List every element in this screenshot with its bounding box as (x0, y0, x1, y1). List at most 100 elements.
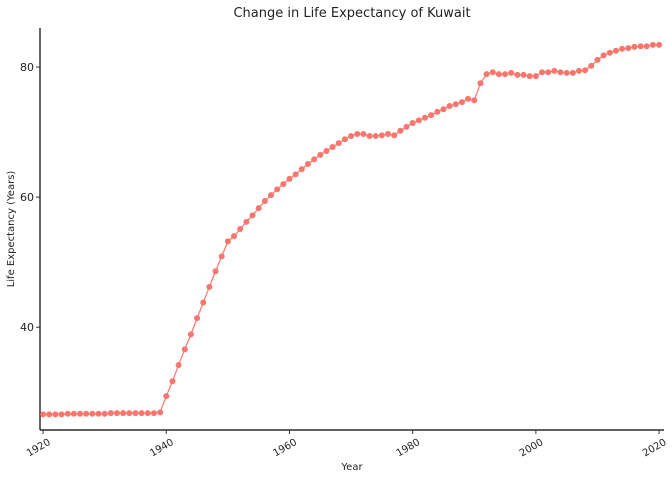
data-point (304, 160, 311, 167)
data-point (267, 192, 274, 199)
data-point (187, 331, 194, 338)
data-point (292, 171, 299, 178)
data-point (489, 69, 496, 76)
data-point (360, 131, 367, 138)
data-point (83, 410, 90, 417)
data-point (452, 101, 459, 108)
data-point (409, 119, 416, 126)
data-point (545, 69, 552, 76)
data-point (551, 67, 558, 74)
data-point (280, 181, 287, 188)
data-point (212, 268, 219, 275)
x-tick-label: 2020 (641, 437, 669, 459)
data-point (113, 410, 120, 417)
data-point (175, 361, 182, 368)
y-axis-label: Life Expectancy (Years) (6, 171, 17, 288)
data-point (163, 393, 170, 400)
data-point (329, 144, 336, 151)
data-point (323, 147, 330, 154)
data-point (600, 52, 607, 59)
data-point (101, 410, 108, 417)
data-point (514, 71, 521, 78)
data-point (631, 43, 638, 50)
data-point (286, 175, 293, 182)
data-point (502, 71, 509, 78)
data-point (132, 410, 139, 417)
data-point (588, 62, 595, 69)
data-point (569, 69, 576, 76)
data-point (194, 315, 201, 322)
data-point (107, 410, 114, 417)
data-point (157, 409, 164, 416)
data-point (46, 411, 53, 418)
data-point (169, 378, 176, 385)
data-point (656, 41, 663, 48)
data-point (298, 166, 305, 173)
data-point (385, 131, 392, 138)
data-point (563, 69, 570, 76)
data-point (255, 205, 262, 212)
data-point (643, 43, 650, 50)
data-point (341, 136, 348, 143)
data-point (64, 410, 71, 417)
x-tick-label: 2000 (518, 437, 546, 459)
data-point (126, 410, 133, 417)
data-point (77, 410, 84, 417)
data-point (144, 410, 151, 417)
data-point (224, 238, 231, 245)
data-point (58, 411, 65, 418)
data-point (415, 117, 422, 124)
data-point (532, 73, 539, 80)
data-point (397, 127, 404, 134)
data-point (95, 410, 102, 417)
data-point (391, 132, 398, 139)
data-point (649, 41, 656, 48)
data-point (520, 71, 527, 78)
data-point (477, 80, 484, 87)
data-point (619, 45, 626, 52)
data-point (200, 299, 207, 306)
data-point (52, 411, 59, 418)
data-point (70, 410, 77, 417)
data-point (440, 106, 447, 113)
data-point (231, 233, 238, 240)
data-point (526, 73, 533, 80)
data-point (237, 226, 244, 232)
data-point (594, 56, 601, 63)
chart-title: Change in Life Expectancy of Kuwait (233, 6, 470, 21)
data-point (446, 103, 453, 110)
data-point (354, 131, 361, 138)
data-point (582, 67, 589, 74)
data-point (372, 132, 379, 139)
data-point (366, 132, 373, 139)
data-point (458, 99, 465, 106)
data-point (434, 108, 441, 115)
data-point (40, 411, 47, 418)
data-point (403, 123, 410, 130)
y-tick-label: 80 (20, 61, 34, 74)
data-point (138, 410, 145, 417)
y-tick-label: 60 (20, 191, 34, 204)
x-tick-label: 1940 (148, 437, 176, 459)
data-point (465, 95, 472, 102)
data-point (249, 212, 256, 219)
data-point (625, 45, 632, 52)
data-point (261, 198, 268, 205)
data-point (120, 410, 127, 417)
data-point (243, 218, 250, 225)
data-point (539, 69, 546, 76)
data-point (218, 253, 225, 260)
y-tick-label: 40 (20, 321, 34, 334)
data-point (637, 43, 644, 50)
data-point (612, 47, 619, 54)
data-point (274, 186, 281, 193)
data-point (606, 49, 613, 56)
data-point (575, 67, 582, 74)
data-point (557, 69, 564, 76)
data-point (508, 69, 515, 76)
data-point (317, 151, 324, 158)
data-point (471, 97, 478, 104)
x-tick-label: 1920 (25, 437, 53, 459)
x-axis-label: Year (340, 462, 363, 473)
